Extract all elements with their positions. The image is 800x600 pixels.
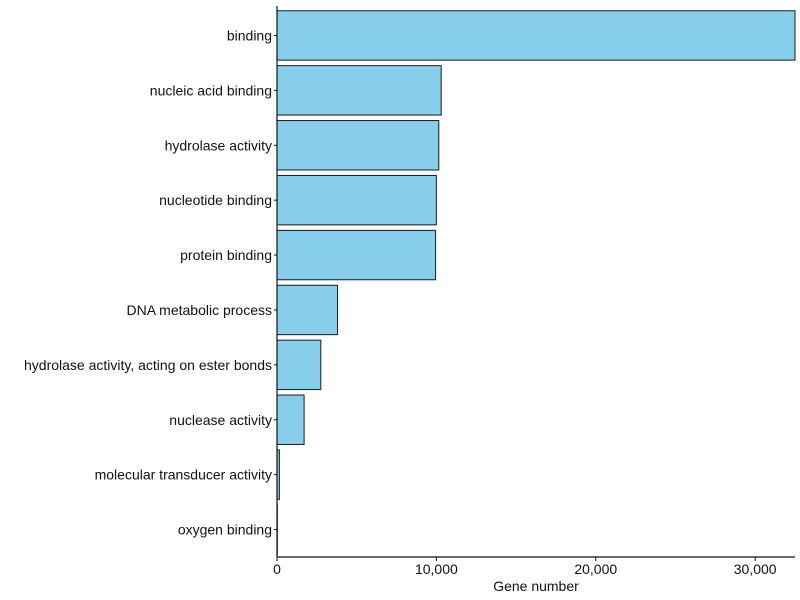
bar-7 xyxy=(276,394,305,445)
category-label-7: nuclease activity xyxy=(169,412,272,428)
bar-5 xyxy=(276,284,339,336)
x-tick-label-2: 20,000 xyxy=(574,561,617,577)
bars-layer xyxy=(276,10,796,555)
bar-1 xyxy=(276,65,442,116)
bar-3 xyxy=(276,174,437,226)
bar-0 xyxy=(276,10,796,61)
axes-layer xyxy=(276,6,795,558)
category-label-8: molecular transducer activity xyxy=(95,467,272,483)
category-label-6: hydrolase activity, acting on ester bond… xyxy=(24,357,272,373)
category-labels-layer: binding nucleic acid binding hydrolase act… xyxy=(24,27,277,538)
bar-6 xyxy=(276,339,322,391)
category-label-3: nucleotide binding xyxy=(159,192,272,208)
category-label-1: nucleic acid binding xyxy=(150,82,272,98)
bar-2 xyxy=(276,120,440,171)
x-tick-label-3: 30,000 xyxy=(734,561,777,577)
x-ticks-layer: 0 10,000 20,000 30,000 xyxy=(273,557,777,577)
category-label-9: oxygen binding xyxy=(178,522,272,538)
bar-4 xyxy=(276,229,437,281)
x-tick-label-0: 0 xyxy=(273,561,281,577)
x-tick-label-1: 10,000 xyxy=(415,561,458,577)
category-label-2: hydrolase activity xyxy=(165,137,272,153)
category-label-4: protein binding xyxy=(180,247,272,263)
category-label-5: DNA metabolic process xyxy=(126,302,272,318)
x-axis-title: Gene number xyxy=(493,578,579,594)
category-label-0: binding xyxy=(227,27,272,43)
